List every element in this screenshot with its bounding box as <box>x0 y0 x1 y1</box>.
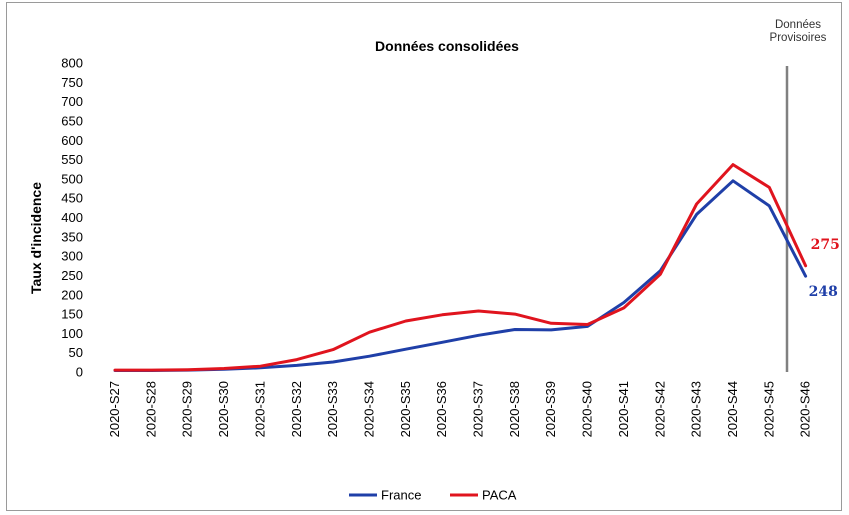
y-tick-label: 200 <box>61 287 83 302</box>
provisional-annotation-line1: Données <box>775 19 821 31</box>
x-tick-label: 2020-S29 <box>180 381 195 437</box>
y-tick-label: 350 <box>61 229 83 244</box>
x-tick-label: 2020-S43 <box>689 381 704 437</box>
y-tick-label: 600 <box>61 133 83 148</box>
y-tick-label: 500 <box>61 171 83 186</box>
x-tick-label: 2020-S45 <box>761 381 776 437</box>
legend: France PACA <box>349 488 517 503</box>
chart-marks <box>113 66 808 372</box>
y-tick-label: 0 <box>76 365 83 380</box>
x-tick-label: 2020-S38 <box>507 381 522 437</box>
x-tick-label: 2020-S32 <box>289 381 304 437</box>
chart-frame: Données consolidées Taux d'incidence Don… <box>6 2 842 511</box>
y-tick-label: 800 <box>61 56 83 71</box>
x-tick-label: 2020-S30 <box>216 381 231 437</box>
x-axis-ticks: 2020-S27 2020-S28 2020-S29 2020-S30 2020-S31… <box>107 381 813 437</box>
y-tick-label: 700 <box>61 94 83 109</box>
y-tick-label: 50 <box>69 345 83 360</box>
x-tick-label: 2020-S40 <box>580 381 595 437</box>
chart-title: Données consolidées <box>375 38 519 54</box>
paca-end-label: 275 <box>811 237 840 253</box>
provisional-annotation-line2: Provisoires <box>770 32 827 44</box>
x-tick-label: 2020-S28 <box>143 381 158 437</box>
y-tick-label: 100 <box>61 326 83 341</box>
legend-label-france: France <box>381 488 421 503</box>
incidence-chart: Données consolidées Taux d'incidence Don… <box>28 19 840 503</box>
paca-series-line <box>113 163 808 372</box>
x-tick-label: 2020-S27 <box>107 381 122 437</box>
y-tick-label: 750 <box>61 75 83 90</box>
y-tick-label: 250 <box>61 268 83 283</box>
y-axis-label: Taux d'incidence <box>28 182 44 294</box>
x-tick-label: 2020-S42 <box>652 381 667 437</box>
france-series-line <box>113 179 808 372</box>
y-tick-label: 150 <box>61 307 83 322</box>
y-tick-label: 450 <box>61 191 83 206</box>
y-axis-ticks: 0 50 100 150 200 250 300 350 400 450 500 550 600 650 7… <box>61 56 83 380</box>
y-tick-label: 650 <box>61 113 83 128</box>
x-tick-label: 2020-S34 <box>361 381 376 437</box>
x-tick-label: 2020-S37 <box>471 381 486 437</box>
x-tick-label: 2020-S46 <box>798 381 813 437</box>
x-tick-label: 2020-S44 <box>725 381 740 437</box>
x-tick-label: 2020-S41 <box>616 381 631 437</box>
france-end-label: 248 <box>809 284 838 300</box>
x-tick-label: 2020-S35 <box>398 381 413 437</box>
y-tick-label: 300 <box>61 249 83 264</box>
x-tick-label: 2020-S39 <box>543 381 558 437</box>
x-tick-label: 2020-S36 <box>434 381 449 437</box>
x-tick-label: 2020-S31 <box>252 381 267 437</box>
y-tick-label: 400 <box>61 210 83 225</box>
legend-label-paca: PACA <box>482 488 517 503</box>
y-tick-label: 550 <box>61 152 83 167</box>
x-tick-label: 2020-S33 <box>325 381 340 437</box>
